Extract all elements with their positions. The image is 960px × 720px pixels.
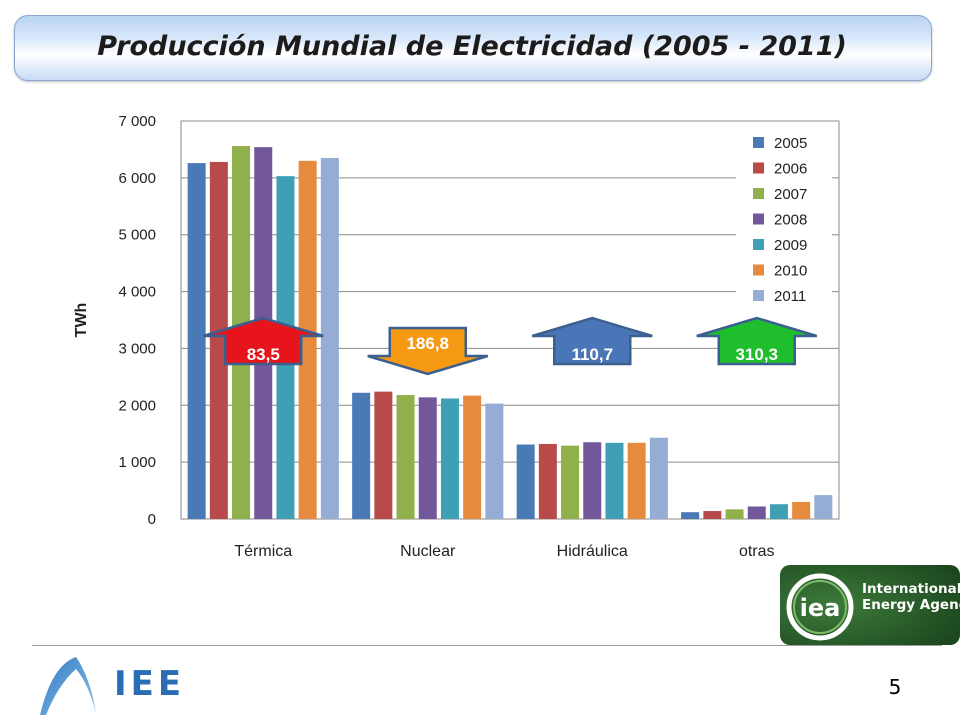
bar	[681, 512, 700, 519]
y-tick-label: 5 000	[118, 227, 156, 244]
legend-swatch	[753, 137, 764, 148]
footer-divider	[32, 645, 942, 646]
x-tick-label: otras	[739, 543, 775, 560]
iea-name-line2: Energy Agency	[862, 597, 960, 613]
bar	[538, 443, 557, 519]
y-tick-label: 4 000	[118, 284, 156, 301]
bar	[374, 391, 393, 519]
bar	[320, 157, 339, 519]
legend-label: 2007	[774, 186, 807, 203]
plot-area: 0 1 000 2 000 3 000 4 000 5 000 6 000 7 000 TWh T…	[73, 113, 840, 560]
iea-mark: iea	[800, 594, 841, 622]
bar	[396, 395, 415, 519]
legend-swatch	[753, 264, 764, 276]
y-tick-label: 6 000	[118, 170, 156, 187]
bar	[703, 511, 722, 519]
y-tick-label: 0	[148, 511, 156, 528]
bar	[298, 160, 317, 520]
y-tick-label: 3 000	[118, 340, 156, 357]
change-label: 186,8	[406, 334, 449, 353]
bar	[352, 392, 371, 519]
legend-label: 2008	[774, 212, 807, 229]
page-number: 5	[888, 675, 902, 699]
legend-swatch	[753, 162, 764, 174]
iea-logo: iea International Energy Agency	[780, 565, 960, 645]
change-label: 310,3	[735, 345, 778, 364]
bar	[583, 442, 602, 519]
iea-name-line1: International	[862, 581, 960, 597]
change-arrow-up	[202, 316, 324, 366]
bar	[769, 504, 788, 519]
bar	[187, 163, 206, 519]
bar	[463, 395, 482, 519]
bar	[516, 444, 535, 519]
y-tick-label: 2 000	[118, 397, 156, 414]
bar	[747, 506, 766, 519]
y-axis-label: TWh	[73, 303, 90, 338]
legend-label: 2005	[774, 135, 807, 152]
iee-logo: IEE	[40, 657, 185, 715]
bar	[792, 501, 811, 519]
legend-label: 2010	[774, 263, 807, 280]
bar	[725, 509, 744, 519]
legend-swatch	[753, 213, 764, 225]
bar	[649, 437, 668, 519]
bar	[627, 442, 646, 519]
bar	[561, 445, 580, 519]
title-banner	[14, 15, 932, 81]
x-tick-label: Nuclear	[400, 543, 456, 560]
x-tick-label: Hidráulica	[557, 543, 628, 560]
change-arrow-down	[367, 326, 489, 376]
bar	[209, 161, 228, 520]
legend-swatch	[753, 290, 764, 301]
bar	[605, 442, 624, 519]
change-arrow-up	[531, 316, 653, 366]
change-arrow-up	[696, 316, 818, 366]
legend-label: 2009	[774, 237, 807, 254]
bar	[814, 495, 833, 519]
bar	[485, 403, 504, 519]
change-label: 110,7	[571, 345, 613, 364]
bar	[418, 397, 437, 519]
y-tick-label: 7 000	[118, 113, 156, 130]
iee-mark: IEE	[114, 664, 185, 704]
bar	[440, 398, 459, 519]
legend-swatch	[753, 239, 764, 250]
y-tick-label: 1 000	[118, 454, 156, 471]
legend-swatch	[753, 188, 764, 199]
x-tick-label: Térmica	[234, 543, 292, 560]
legend-label: 2006	[774, 161, 807, 178]
page-title: Producción Mundial de Electricidad (2005…	[97, 31, 847, 62]
change-label: 83,5	[247, 345, 280, 364]
legend-label: 2011	[774, 288, 806, 305]
legend-box	[736, 128, 832, 310]
